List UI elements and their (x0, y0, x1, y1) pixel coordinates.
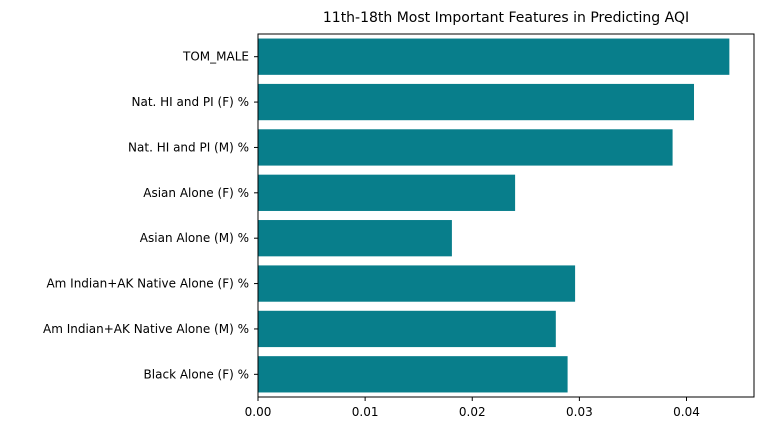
plot-frame (257, 33, 755, 398)
y-tick-label: Nat. HI and PI (F) % (131, 95, 249, 109)
y-tick-label: Am Indian+AK Native Alone (M) % (43, 322, 249, 336)
y-tick-label: TOM_MALE (182, 50, 249, 64)
bar-6 (258, 310, 556, 348)
y-tick-label: Asian Alone (F) % (143, 186, 249, 200)
bar-1 (258, 83, 695, 121)
y-tick-label: Am Indian+AK Native Alone (F) % (46, 277, 249, 291)
x-axis-ticks: 0.00 0.01 0.02 0.03 0.04 (245, 397, 700, 419)
y-tick-label: Nat. HI and PI (M) % (128, 140, 249, 154)
x-tick-label: 0.04 (673, 405, 700, 419)
x-tick-label: 0.01 (352, 405, 379, 419)
y-axis-ticks: TOM_MALE Nat. HI and PI (F) % Nat. HI and … (43, 50, 258, 381)
bar-7 (258, 356, 568, 393)
x-tick-label: 0.00 (245, 405, 272, 419)
bar-2 (258, 129, 673, 166)
chart-title: 11th-18th Most Important Features in Pre… (323, 10, 689, 26)
y-tick-label: Black Alone (F) % (144, 367, 249, 381)
bars-layer (258, 38, 730, 393)
bar-5 (258, 265, 576, 302)
bar-4 (258, 220, 452, 257)
x-tick-label: 0.02 (459, 405, 486, 419)
bar-3 (258, 174, 516, 211)
x-tick-label: 0.03 (566, 405, 593, 419)
y-tick-label: Asian Alone (M) % (140, 231, 249, 245)
bar-0 (258, 38, 730, 75)
